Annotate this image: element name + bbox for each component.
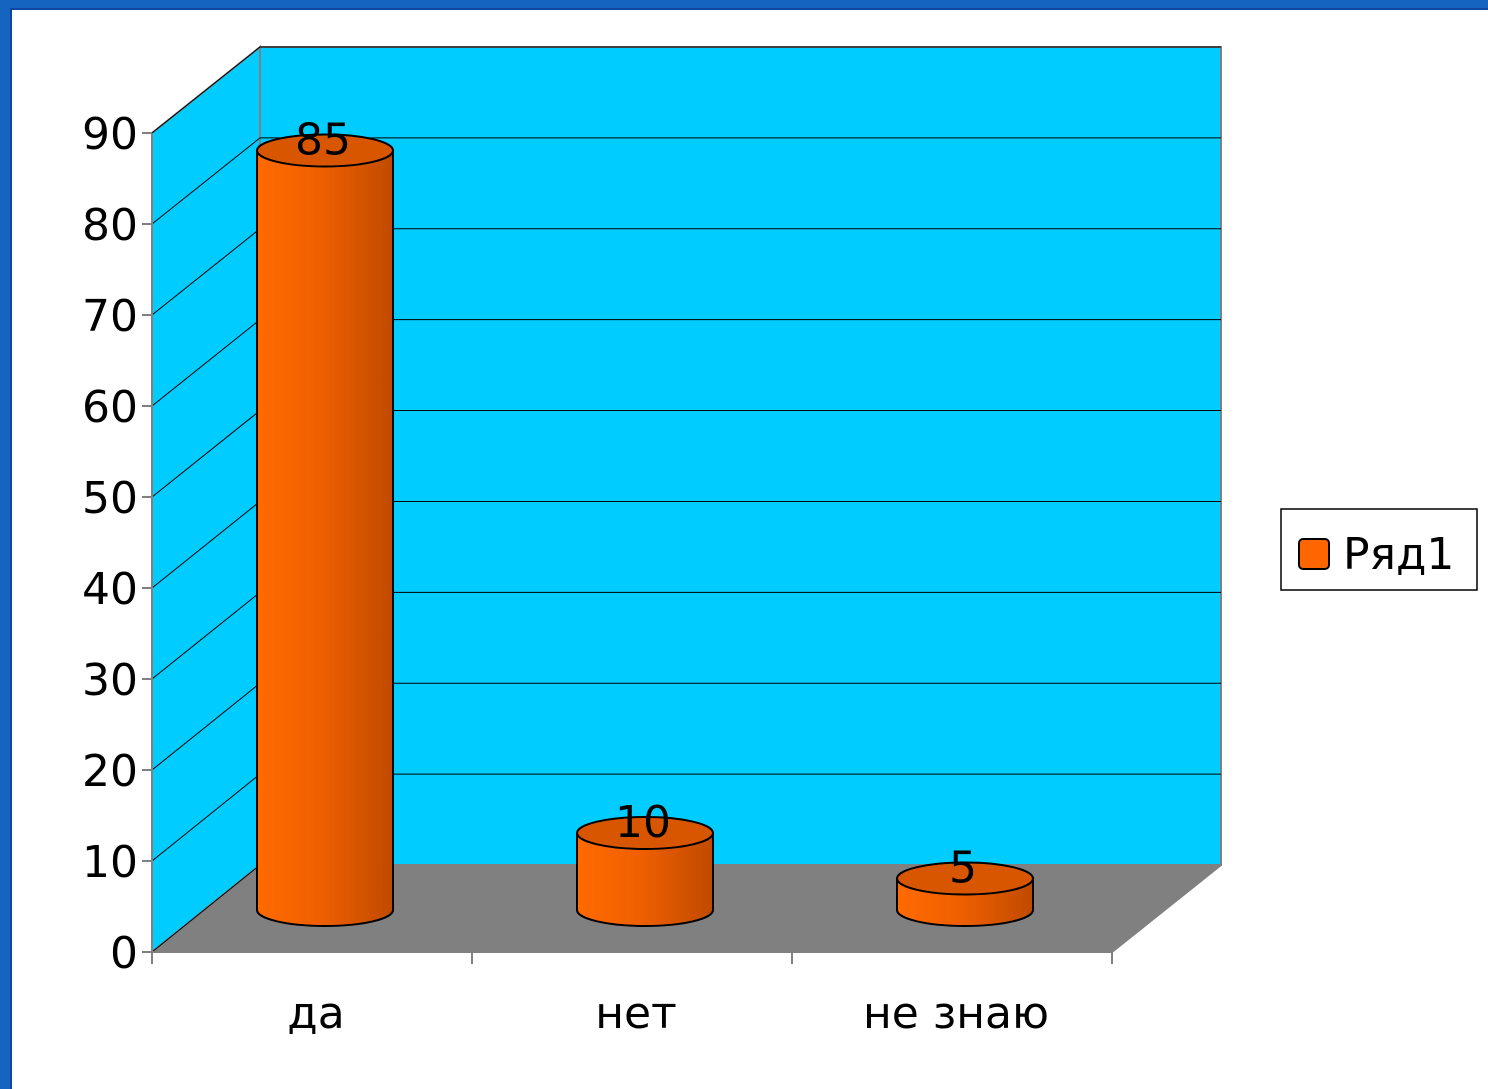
x-tick-label: не знаю bbox=[863, 988, 1049, 1039]
x-tick-label: нет bbox=[595, 988, 676, 1039]
floor-right-edge bbox=[1111, 864, 1222, 953]
data-label: 10 bbox=[615, 797, 671, 848]
side-gridline bbox=[151, 682, 261, 771]
bar-body bbox=[576, 832, 714, 927]
y-tick-label: 80 bbox=[82, 200, 138, 251]
y-tick-label: 70 bbox=[82, 291, 138, 342]
x-tick-label: да bbox=[287, 988, 344, 1039]
y-tick-label: 40 bbox=[82, 564, 138, 615]
side-gridline bbox=[151, 137, 261, 225]
data-label: 5 bbox=[949, 843, 977, 894]
legend-swatch bbox=[1298, 538, 1330, 570]
bar-top bbox=[896, 861, 1034, 896]
side-gridline bbox=[151, 773, 261, 862]
side-gridline bbox=[151, 228, 261, 316]
legend-label: Ряд1 bbox=[1343, 529, 1454, 580]
side-gridline bbox=[151, 410, 261, 498]
side-gridline bbox=[151, 864, 261, 953]
side-gridline bbox=[151, 319, 261, 407]
bar-top bbox=[576, 816, 714, 850]
y-tick-label: 90 bbox=[82, 109, 138, 160]
legend: Ряд1 bbox=[1280, 508, 1478, 591]
labels: 85 10 5 bbox=[295, 115, 977, 894]
bars bbox=[256, 133, 1034, 927]
bar bbox=[576, 816, 714, 927]
y-tick-label: 0 bbox=[110, 928, 138, 979]
side-gridline bbox=[151, 46, 261, 134]
bar-body bbox=[256, 149, 394, 927]
bar-top bbox=[256, 133, 394, 168]
y-axis: 0 10 20 30 40 50 60 70 80 90 bbox=[82, 109, 153, 979]
y-tick-label: 10 bbox=[82, 837, 138, 888]
gridlines bbox=[151, 46, 1221, 953]
y-tick-label: 60 bbox=[82, 382, 138, 433]
data-label: 85 bbox=[295, 115, 351, 166]
bar bbox=[896, 861, 1034, 927]
side-gridline bbox=[151, 501, 261, 589]
y-tick-label: 20 bbox=[82, 746, 138, 797]
side-gridline bbox=[151, 591, 261, 680]
x-axis: да нет не знаю bbox=[151, 864, 1222, 1039]
y-tick-label: 30 bbox=[82, 655, 138, 706]
y-tick-label: 50 bbox=[82, 473, 138, 524]
side-wall bbox=[151, 44, 261, 955]
back-wall bbox=[259, 46, 1222, 866]
bar bbox=[256, 133, 394, 927]
